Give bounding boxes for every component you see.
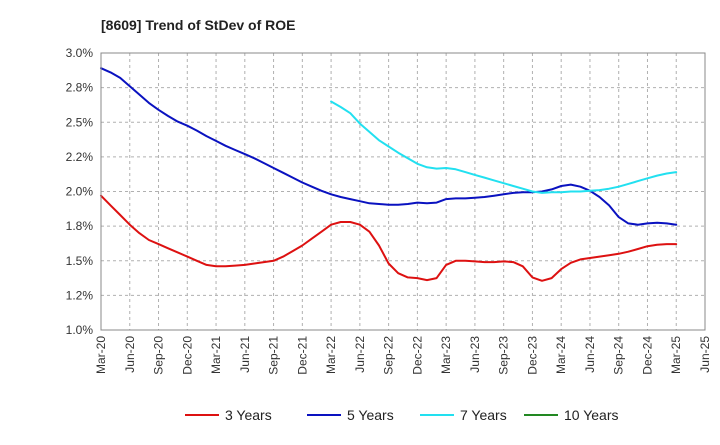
x-tick-label: Sep-22 [382,336,396,375]
y-tick-label: 2.0% [66,185,94,199]
x-tick-label: Mar-20 [94,336,108,374]
y-tick-label: 1.5% [66,254,94,268]
x-axis-ticks: Mar-20 Jun-20 Sep-20 Dec-20 Mar-21 Jun-21 Sep-… [94,336,712,375]
x-tick-label: Mar-25 [669,336,683,374]
x-tick-label: Sep-24 [612,336,626,375]
y-tick-label: 3.0% [66,46,94,60]
series-line-3-years [100,194,678,282]
gridlines [101,53,705,330]
x-tick-label: Mar-21 [209,336,223,374]
x-tick-label: Dec-20 [180,336,194,375]
x-tick-label: Mar-24 [554,336,568,374]
x-tick-label: Dec-22 [410,336,424,375]
x-tick-label: Jun-22 [353,336,367,373]
y-tick-label: 2.8% [66,81,94,95]
x-tick-label: Jun-23 [468,336,482,373]
x-tick-label: Jun-25 [698,336,712,373]
x-tick-label: Dec-24 [640,336,654,375]
chart-title: [8609] Trend of StDev of ROE [101,17,295,33]
legend-label: 5 Years [347,407,394,423]
x-tick-label: Sep-20 [152,336,166,375]
y-tick-label: 2.5% [66,115,94,129]
x-tick-label: Jun-20 [123,336,137,373]
legend: 3 Years 5 Years 7 Years 10 Years [185,407,619,423]
legend-label: 3 Years [225,407,272,423]
x-tick-label: Dec-21 [295,336,309,375]
x-tick-label: Sep-23 [497,336,511,375]
x-tick-label: Jun-21 [238,336,252,373]
y-tick-label: 1.0% [66,323,94,337]
x-tick-label: Mar-23 [439,336,453,374]
x-tick-label: Sep-21 [267,336,281,375]
x-tick-label: Jun-24 [583,336,597,373]
legend-label: 7 Years [460,407,507,423]
legend-label: 10 Years [564,407,619,423]
series-lines [100,67,678,282]
series-line-5-years [100,67,678,226]
x-tick-label: Dec-23 [525,336,539,375]
y-axis-ticks: 1.0% 1.2% 1.5% 1.8% 2.0% 2.2% 2.5% 2.8% 3.0% [66,46,94,337]
x-tick-label: Mar-22 [324,336,338,374]
y-tick-label: 1.8% [66,219,94,233]
plot-area-frame [100,52,706,331]
y-tick-label: 2.2% [66,150,94,164]
series-line-7-years [330,100,678,194]
y-tick-label: 1.2% [66,288,94,302]
